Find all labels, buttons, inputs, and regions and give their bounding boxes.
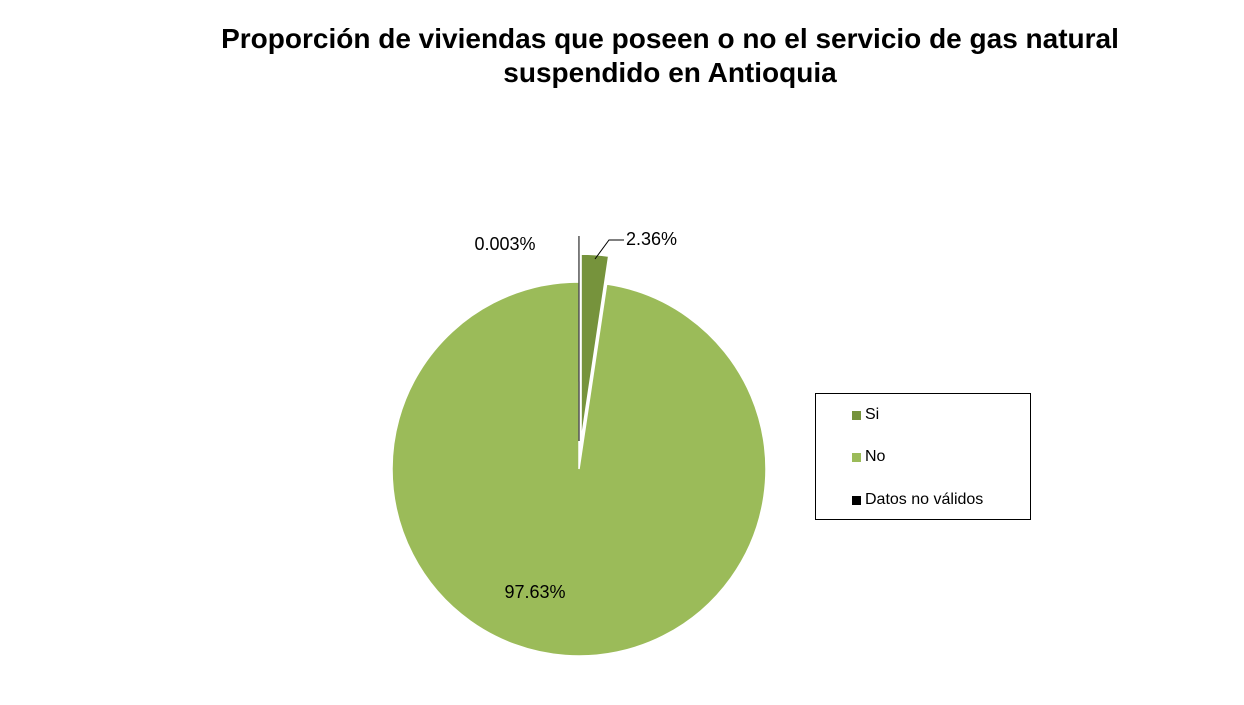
pie-slice-no [391,281,767,657]
chart-title-line-2: suspendido en Antioquia [503,57,837,88]
legend-label-si: Si [865,406,880,423]
legend-item-datos-no-validos: Datos no válidos [852,490,983,510]
data-label-datos-no-validos: 0.003% [474,234,535,254]
data-label-si: 2.36% [626,229,677,249]
legend-swatch-no [852,452,861,462]
legend-item-no: No [852,447,885,467]
legend: Si No Datos no válidos [815,393,1031,520]
pie-slice-si [580,253,610,442]
chart-title: Proporción de viviendas que poseen o no … [0,22,1244,90]
legend-swatch-datos-no-validos [852,495,861,505]
chart-title-line-1: Proporción de viviendas que poseen o no … [221,23,1119,54]
legend-label-datos-no-validos: Datos no válidos [865,491,984,508]
legend-swatch-si [852,410,861,420]
legend-item-si: Si [852,405,879,425]
data-label-no: 97.63% [504,582,565,602]
legend-label-no: No [865,448,886,465]
leader-line-si [594,239,624,260]
